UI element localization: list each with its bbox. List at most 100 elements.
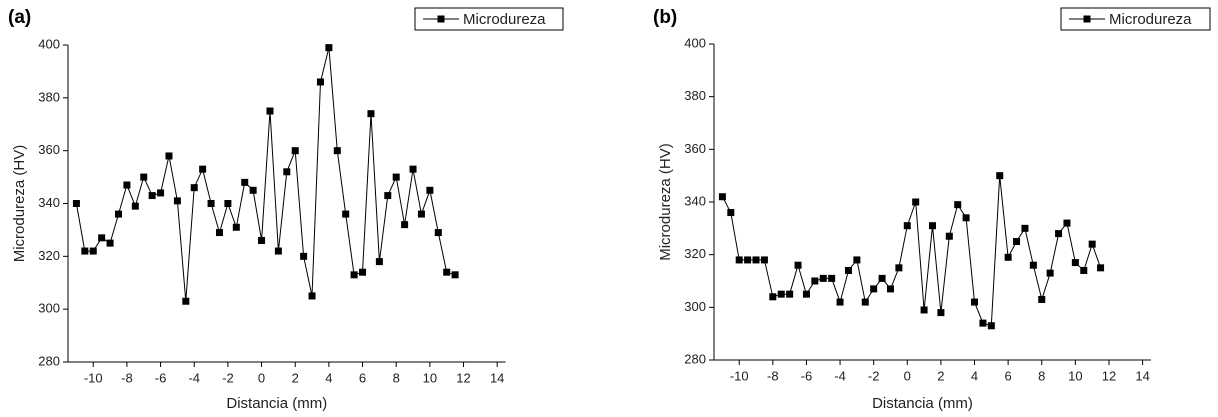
- data-marker: [81, 247, 89, 255]
- data-marker: [190, 184, 198, 192]
- data-marker: [249, 186, 257, 194]
- data-marker: [367, 110, 375, 118]
- data-marker: [1080, 266, 1088, 274]
- data-marker: [300, 252, 308, 260]
- data-marker: [836, 298, 844, 306]
- data-line: [75, 47, 456, 302]
- data-marker: [828, 274, 836, 282]
- data-marker: [308, 292, 316, 300]
- data-marker: [114, 210, 122, 218]
- x-tick-label: 10: [423, 370, 437, 385]
- legend-box: [1060, 7, 1211, 31]
- data-marker: [1029, 261, 1037, 269]
- legend-box: [414, 7, 564, 31]
- data-marker: [1055, 230, 1063, 238]
- data-marker: [426, 186, 434, 194]
- data-marker: [861, 298, 869, 306]
- panel-label: (b): [653, 7, 677, 28]
- data-marker: [971, 298, 979, 306]
- data-marker: [954, 201, 962, 209]
- data-marker: [384, 192, 392, 200]
- x-tick-label: 10: [1068, 368, 1082, 383]
- y-tick-label: 380: [38, 89, 60, 104]
- data-marker: [786, 290, 794, 298]
- x-tick-label: -4: [188, 370, 200, 385]
- panel-label: (a): [8, 7, 31, 28]
- data-marker: [157, 189, 165, 197]
- x-tick-label: 4: [971, 368, 978, 383]
- data-line: [721, 175, 1102, 327]
- data-marker: [215, 229, 223, 237]
- data-marker: [996, 172, 1004, 180]
- data-marker: [987, 322, 995, 330]
- y-tick-label: 320: [684, 246, 706, 261]
- data-marker: [870, 285, 878, 293]
- x-tick-label: 2: [937, 368, 944, 383]
- data-marker: [89, 247, 97, 255]
- data-marker: [1071, 259, 1079, 267]
- data-marker: [945, 232, 953, 240]
- y-tick-label: 300: [684, 299, 706, 314]
- data-marker: [844, 266, 852, 274]
- data-marker: [274, 247, 282, 255]
- data-marker: [903, 222, 911, 230]
- data-marker: [912, 198, 920, 206]
- y-tick-label: 280: [684, 351, 706, 366]
- x-tick-label: 6: [1005, 368, 1012, 383]
- y-tick-label: 380: [684, 88, 706, 103]
- data-marker: [333, 147, 341, 155]
- data-marker: [392, 173, 400, 181]
- data-marker: [1004, 253, 1012, 261]
- x-tick-label: -2: [222, 370, 234, 385]
- data-marker: [1038, 295, 1046, 303]
- data-marker: [258, 236, 266, 244]
- data-marker: [207, 200, 215, 207]
- data-marker: [350, 271, 358, 279]
- y-tick-label: 360: [38, 142, 60, 157]
- x-tick-label: 0: [904, 368, 911, 383]
- data-marker: [224, 200, 232, 207]
- x-tick-label: -10: [730, 368, 749, 383]
- data-marker: [98, 234, 106, 242]
- data-marker: [182, 297, 190, 305]
- legend-label: Microdureza: [463, 11, 546, 28]
- x-axis-title: Distancia (mm): [872, 395, 973, 412]
- x-tick-label: 8: [1038, 368, 1045, 383]
- data-marker: [283, 168, 291, 176]
- data-marker: [962, 214, 970, 222]
- y-tick-label: 300: [38, 301, 60, 316]
- data-marker: [769, 293, 777, 301]
- legend-marker: [437, 15, 445, 23]
- x-tick-label: 14: [1135, 368, 1149, 383]
- x-tick-label: 0: [258, 370, 265, 385]
- data-marker: [929, 222, 936, 230]
- data-marker: [1013, 238, 1021, 245]
- data-marker: [727, 209, 735, 217]
- legend-marker: [1083, 15, 1091, 23]
- data-marker: [148, 192, 156, 200]
- data-marker: [752, 256, 760, 264]
- data-marker: [853, 256, 861, 264]
- data-marker: [744, 256, 752, 264]
- data-marker: [106, 239, 114, 247]
- x-tick-label: 12: [1102, 368, 1116, 383]
- data-marker: [316, 78, 324, 86]
- data-marker: [199, 165, 207, 173]
- data-marker: [1046, 269, 1054, 277]
- data-marker: [819, 274, 827, 282]
- y-tick-label: 400: [684, 35, 706, 50]
- x-tick-label: 6: [359, 370, 366, 385]
- data-marker: [735, 256, 743, 264]
- data-marker: [140, 173, 148, 181]
- data-marker: [1097, 264, 1105, 272]
- data-marker: [878, 274, 886, 282]
- data-marker: [342, 210, 350, 218]
- data-marker: [173, 197, 181, 205]
- data-marker: [375, 258, 383, 266]
- data-marker: [760, 256, 768, 264]
- data-marker: [165, 152, 173, 160]
- x-tick-label: -6: [155, 370, 167, 385]
- data-marker: [920, 306, 928, 314]
- data-marker: [1063, 219, 1071, 227]
